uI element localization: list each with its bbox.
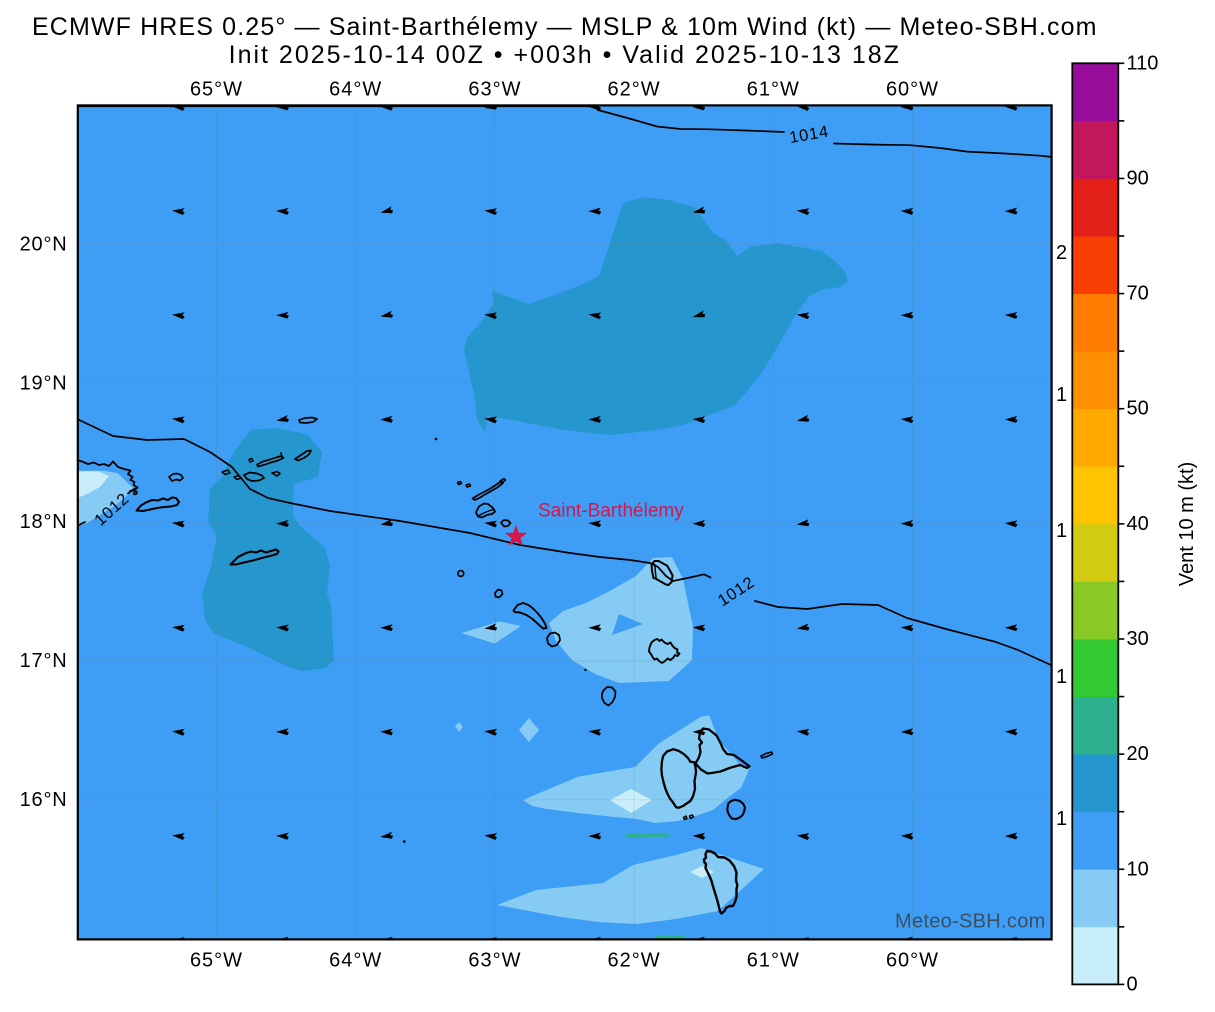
svg-text:20°N: 20°N (20, 234, 68, 256)
svg-text:70: 70 (1127, 283, 1149, 305)
svg-text:65°W: 65°W (190, 78, 243, 100)
svg-text:60°W: 60°W (886, 949, 939, 971)
svg-text:30: 30 (1127, 628, 1149, 650)
svg-text:90: 90 (1127, 167, 1149, 189)
svg-text:40: 40 (1127, 513, 1149, 535)
svg-text:0: 0 (1127, 973, 1138, 995)
svg-text:1: 1 (1056, 666, 1067, 688)
svg-text:63°W: 63°W (468, 949, 521, 971)
svg-text:63°W: 63°W (468, 78, 521, 100)
svg-text:20: 20 (1127, 743, 1149, 765)
svg-text:65°W: 65°W (190, 949, 243, 971)
svg-text:Meteo-SBH.com: Meteo-SBH.com (895, 911, 1046, 933)
svg-text:2: 2 (1056, 242, 1067, 264)
svg-text:Saint-Barthélemy: Saint-Barthélemy (538, 500, 684, 521)
svg-text:10: 10 (1127, 858, 1149, 880)
svg-text:Init 2025-10-14 00Z • +003h •: Init 2025-10-14 00Z • +003h • Valid 2025… (229, 41, 901, 69)
svg-text:17°N: 17°N (20, 650, 68, 672)
svg-text:50: 50 (1127, 398, 1149, 420)
svg-text:1: 1 (1056, 808, 1067, 830)
svg-text:ECMWF HRES 0.25° — Saint-Barth: ECMWF HRES 0.25° — Saint-Barthélemy — MS… (32, 13, 1098, 41)
svg-text:60°W: 60°W (886, 78, 939, 100)
svg-text:64°W: 64°W (329, 78, 382, 100)
svg-text:110: 110 (1127, 52, 1159, 74)
svg-text:1: 1 (1056, 520, 1067, 542)
svg-text:1: 1 (1056, 384, 1067, 406)
svg-text:16°N: 16°N (20, 789, 68, 811)
svg-text:64°W: 64°W (329, 949, 382, 971)
svg-text:61°W: 61°W (747, 78, 800, 100)
svg-text:18°N: 18°N (20, 511, 68, 533)
svg-text:62°W: 62°W (608, 78, 661, 100)
svg-text:62°W: 62°W (608, 949, 661, 971)
svg-text:Vent 10 m (kt): Vent 10 m (kt) (1176, 462, 1198, 587)
svg-text:19°N: 19°N (20, 372, 68, 394)
svg-text:61°W: 61°W (747, 949, 800, 971)
